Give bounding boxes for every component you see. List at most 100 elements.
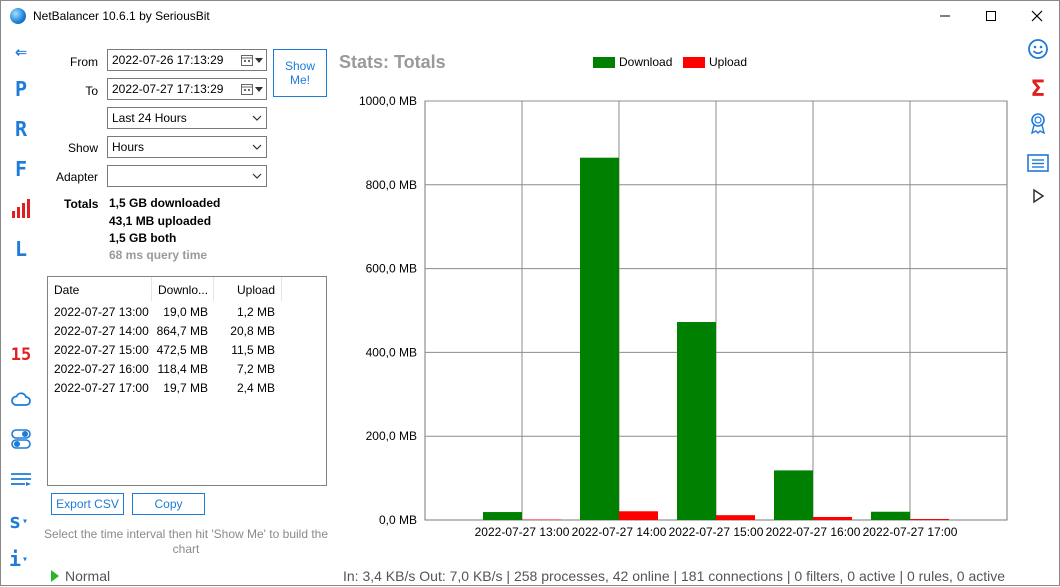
stats-bars-icon[interactable] bbox=[9, 197, 33, 221]
column-header-download[interactable]: Downlo... bbox=[158, 283, 209, 297]
cell-upload: 20,8 MB bbox=[230, 324, 275, 338]
calendar-dropdown-icon[interactable] bbox=[240, 81, 264, 97]
legend-swatch-upload bbox=[683, 56, 705, 68]
show-label: Show bbox=[67, 141, 98, 155]
cell-date: 2022-07-27 14:00 bbox=[54, 324, 149, 338]
s-glyph: s bbox=[9, 509, 22, 533]
rules-letter-icon[interactable]: R bbox=[14, 117, 28, 141]
column-separator[interactable] bbox=[213, 277, 214, 301]
show-select[interactable]: Hours bbox=[107, 136, 267, 158]
adapter-label: Adapter bbox=[55, 170, 98, 184]
award-ribbon-icon[interactable] bbox=[1026, 111, 1050, 135]
copy-button[interactable]: Copy bbox=[132, 493, 205, 515]
show-me-button[interactable]: Show Me! bbox=[273, 49, 327, 97]
table-header: Date Downlo... Upload bbox=[48, 277, 326, 301]
legend-item-upload: Upload bbox=[683, 55, 747, 69]
minimize-button[interactable] bbox=[922, 1, 968, 31]
table-row[interactable]: 2022-07-27 13:00 19,0 MB 1,2 MB bbox=[48, 303, 326, 322]
range-select[interactable]: Last 24 Hours bbox=[107, 107, 267, 129]
calendar-dropdown-icon[interactable] bbox=[240, 52, 264, 68]
toggle-icon[interactable] bbox=[9, 427, 33, 451]
dropdown-caret-icon: ▾ bbox=[22, 515, 29, 527]
sigma-totals-icon[interactable]: Σ bbox=[1031, 76, 1045, 102]
totals-downloaded: 1,5 GB downloaded bbox=[109, 196, 221, 210]
x-tick-label: 2022-07-27 14:00 bbox=[572, 525, 667, 539]
y-tick-label: 400,0 MB bbox=[366, 345, 417, 359]
table-row[interactable]: 2022-07-27 14:00 864,7 MB 20,8 MB bbox=[48, 322, 326, 341]
right-tool-rail: Σ bbox=[1021, 31, 1059, 561]
smiley-feedback-icon[interactable] bbox=[1026, 37, 1050, 61]
y-tick-label: 600,0 MB bbox=[366, 262, 417, 276]
chevron-down-icon bbox=[252, 115, 262, 121]
status-mode[interactable]: Normal bbox=[65, 568, 111, 584]
dropdown-caret-icon: ▾ bbox=[22, 553, 29, 565]
to-date-field[interactable]: 2022-07-27 17:13:29 bbox=[107, 78, 267, 100]
play-status-icon[interactable] bbox=[51, 570, 59, 582]
bar-download bbox=[871, 511, 910, 520]
totals-label: Totals bbox=[64, 197, 99, 211]
cell-upload: 11,5 MB bbox=[231, 343, 275, 357]
cell-date: 2022-07-27 13:00 bbox=[54, 305, 149, 319]
status-summary: In: 3,4 KB/s Out: 7,0 KB/s | 258 process… bbox=[343, 568, 1006, 584]
list-view-icon[interactable] bbox=[1026, 151, 1050, 175]
cell-date: 2022-07-27 17:00 bbox=[54, 381, 149, 395]
bar-upload bbox=[910, 518, 949, 520]
i-glyph: i bbox=[9, 547, 22, 571]
status-bar: Normal In: 3,4 KB/s Out: 7,0 KB/s | 258 … bbox=[1, 565, 1059, 587]
from-date-value: 2022-07-26 17:13:29 bbox=[112, 53, 224, 67]
bar-upload bbox=[619, 511, 658, 520]
bar-upload bbox=[522, 519, 561, 520]
legend-swatch-download bbox=[593, 56, 615, 68]
export-csv-button[interactable]: Export CSV bbox=[51, 493, 124, 515]
minimize-icon bbox=[940, 15, 950, 17]
table-row[interactable]: 2022-07-27 16:00 118,4 MB 7,2 MB bbox=[48, 360, 326, 379]
cell-upload: 7,2 MB bbox=[236, 362, 275, 376]
table-row[interactable]: 2022-07-27 17:00 19,7 MB 2,4 MB bbox=[48, 379, 326, 398]
cell-date: 2022-07-27 15:00 bbox=[54, 343, 149, 357]
x-tick-label: 2022-07-27 16:00 bbox=[766, 525, 861, 539]
app-globe-icon bbox=[10, 8, 26, 24]
processes-letter-icon[interactable]: P bbox=[14, 77, 28, 101]
filters-letter-icon[interactable]: F bbox=[14, 157, 28, 181]
from-label: From bbox=[70, 55, 98, 69]
cell-download: 19,0 MB bbox=[163, 305, 208, 319]
table-row[interactable]: 2022-07-27 15:00 472,5 MB 11,5 MB bbox=[48, 341, 326, 360]
info-dropdown-icon[interactable]: i ▾ bbox=[9, 547, 43, 571]
play-expand-icon[interactable] bbox=[1026, 184, 1050, 208]
x-tick-label: 2022-07-27 17:00 bbox=[863, 525, 958, 539]
from-date-field[interactable]: 2022-07-26 17:13:29 bbox=[107, 49, 267, 71]
menu-lines-icon[interactable] bbox=[9, 467, 33, 491]
to-label: To bbox=[85, 84, 98, 98]
legend-label-upload: Upload bbox=[709, 55, 748, 69]
maximize-icon bbox=[986, 11, 996, 21]
legend-label-download: Download bbox=[619, 55, 673, 69]
maximize-button[interactable] bbox=[968, 1, 1014, 31]
log-letter-icon[interactable]: L bbox=[14, 237, 28, 261]
stats-table[interactable]: Date Downlo... Upload 2022-07-27 13:00 1… bbox=[47, 276, 327, 486]
totals-query-time: 68 ms query time bbox=[109, 248, 208, 262]
chart-title: Stats: Totals bbox=[339, 52, 446, 72]
column-header-upload[interactable]: Upload bbox=[237, 283, 276, 297]
column-separator[interactable] bbox=[281, 277, 282, 301]
title-bar: NetBalancer 10.6.1 by SeriousBit bbox=[1, 1, 1059, 31]
cloud-icon[interactable] bbox=[9, 387, 33, 411]
bar-download bbox=[677, 322, 716, 520]
x-tick-label: 2022-07-27 15:00 bbox=[669, 525, 764, 539]
back-arrow-icon[interactable]: ⇐ bbox=[14, 39, 28, 63]
s-dropdown-icon[interactable]: s ▾ bbox=[9, 509, 43, 533]
y-tick-label: 1000,0 MB bbox=[359, 94, 417, 108]
calendar-15-icon[interactable]: 15 bbox=[10, 345, 32, 365]
adapter-select[interactable] bbox=[107, 165, 267, 187]
y-tick-label: 800,0 MB bbox=[366, 178, 417, 192]
x-tick-label: 2022-07-27 13:00 bbox=[475, 525, 570, 539]
column-header-date[interactable]: Date bbox=[54, 283, 80, 297]
column-separator[interactable] bbox=[151, 277, 152, 301]
close-icon bbox=[1031, 10, 1043, 22]
y-tick-label: 0,0 MB bbox=[379, 513, 417, 527]
cell-download: 864,7 MB bbox=[156, 324, 208, 338]
close-button[interactable] bbox=[1014, 1, 1060, 31]
chevron-down-icon bbox=[252, 173, 262, 179]
legend-item-download: Download bbox=[593, 55, 672, 69]
chevron-down-icon bbox=[252, 144, 262, 150]
